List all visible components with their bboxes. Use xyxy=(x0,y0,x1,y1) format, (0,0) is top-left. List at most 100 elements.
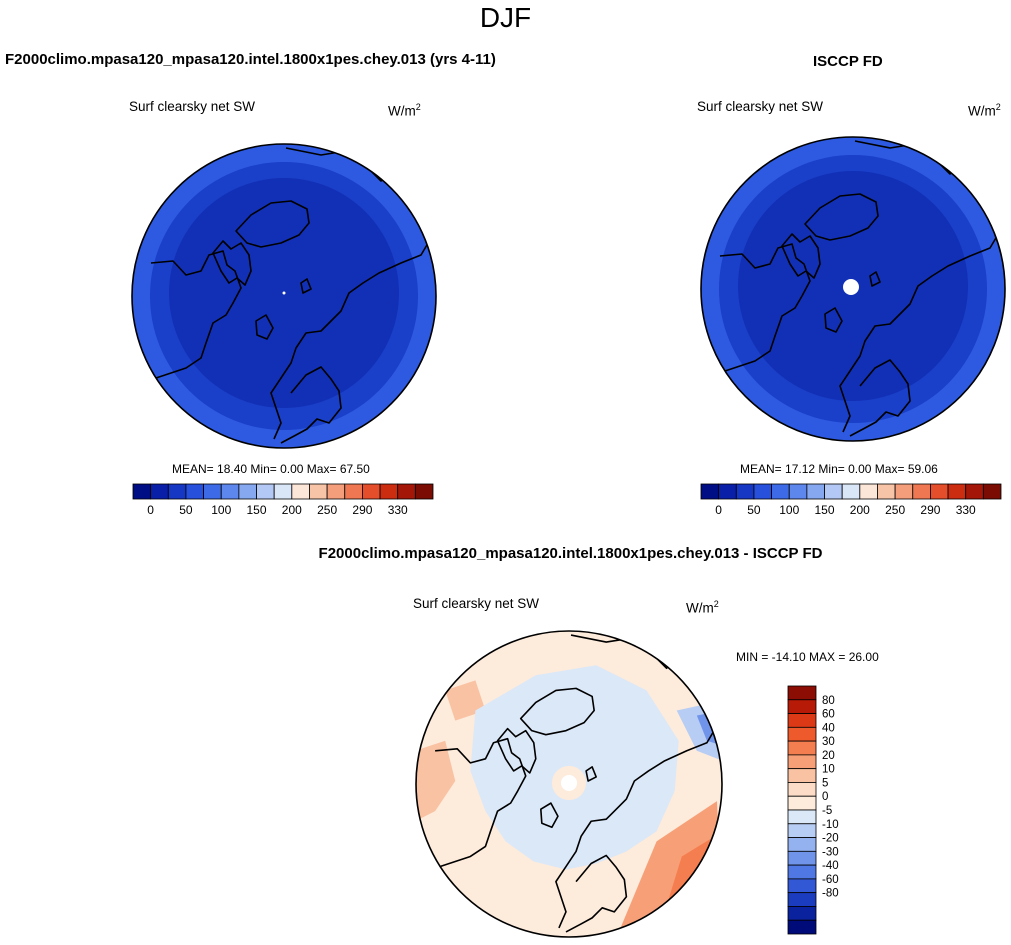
stats-obs: MEAN= 17.12 Min= 0.00 Max= 59.06 xyxy=(740,462,938,476)
colorbar-tick-label: 290 xyxy=(352,503,372,517)
colorbar-swatch xyxy=(806,483,825,500)
colorbar-swatch xyxy=(397,483,416,500)
colorbar-swatch xyxy=(362,483,381,500)
colorbar-swatch xyxy=(859,483,878,500)
variable-label-obs: Surf clearsky net SW xyxy=(697,99,824,114)
max-value: 67.50 xyxy=(339,462,370,476)
colorbar-tick-label: 50 xyxy=(747,503,761,517)
units-exponent: 2 xyxy=(713,599,719,609)
polar-map-diff xyxy=(415,630,723,938)
colorbar-swatch xyxy=(947,483,967,500)
colorbar-swatch xyxy=(787,919,817,935)
colorbar-swatch xyxy=(771,483,790,500)
colorbar-swatch xyxy=(414,483,434,500)
min-label: Min= xyxy=(250,462,277,476)
colorbar-swatch xyxy=(787,837,817,852)
colorbar-tick-label: 150 xyxy=(247,503,267,517)
min-value: 0.00 xyxy=(280,462,304,476)
colorbar-swatch xyxy=(735,483,755,500)
variable-label-diff: Surf clearsky net SW xyxy=(413,596,540,611)
max-value: 59.06 xyxy=(907,462,938,476)
colorbar-tick-label: -30 xyxy=(822,846,839,858)
colorbar-swatch xyxy=(787,726,817,742)
colorbar-obs: 0 50 100 150 200 250 290 330 xyxy=(700,483,1002,517)
pole-point xyxy=(282,291,286,295)
colorbar-swatch xyxy=(787,864,817,880)
panel-title-obs: ISCCP FD xyxy=(813,53,883,70)
colorbar-tick-label: -20 xyxy=(822,833,839,845)
colorbar-swatch xyxy=(787,906,817,921)
colorbar-swatch xyxy=(788,483,808,500)
colorbar-swatch xyxy=(700,483,720,500)
colorbar-tick-label: 100 xyxy=(779,503,799,517)
colorbar-tick-label: 0 xyxy=(715,503,722,517)
mean-label: MEAN= xyxy=(740,462,782,476)
colorbar-swatch xyxy=(787,892,817,907)
units-text: W/m xyxy=(968,103,996,119)
colorbar-swatch xyxy=(150,483,169,500)
colorbar-swatch xyxy=(824,483,843,500)
colorbar-tick-label: -5 xyxy=(822,805,832,817)
colorbar-model: 0 50 100 150 200 250 290 330 xyxy=(132,483,434,517)
colorbar-tick-label: 330 xyxy=(956,503,976,517)
missing-data-pole xyxy=(560,774,578,792)
colorbar-tick-label: 30 xyxy=(822,736,835,748)
colorbar-swatch xyxy=(787,878,817,894)
colorbar-swatch xyxy=(238,483,257,500)
colorbar-tick-label: 40 xyxy=(822,722,835,734)
missing-data-pole xyxy=(843,279,859,295)
colorbar-swatch xyxy=(167,483,187,500)
colorbar-swatch xyxy=(787,782,817,797)
polar-map-obs xyxy=(700,136,1006,442)
min-label: Min= xyxy=(818,462,845,476)
variable-label-model: Surf clearsky net SW xyxy=(129,99,256,114)
panel-title-diff: F2000climo.mpasa120_mpasa120.intel.1800x… xyxy=(318,545,823,562)
colorbar-tick-label: 10 xyxy=(822,764,835,776)
colorbar-swatch xyxy=(912,483,931,500)
colorbar-tick-label: 0 xyxy=(822,791,828,803)
colorbar-swatch xyxy=(273,483,293,500)
units-exponent: 2 xyxy=(415,102,421,112)
max-label: Max= xyxy=(874,462,905,476)
colorbar-swatch xyxy=(982,483,1002,500)
colorbar-swatch xyxy=(787,754,817,770)
units-text: W/m xyxy=(388,103,416,119)
map-boundary xyxy=(131,143,437,449)
colorbar-tick-label: 80 xyxy=(822,695,835,707)
colorbar-tick-label: -40 xyxy=(822,860,839,872)
colorbar-tick-label: 200 xyxy=(850,503,870,517)
colorbar-swatch xyxy=(379,483,399,500)
units-text: W/m xyxy=(686,600,714,616)
colorbar-swatch xyxy=(787,699,817,714)
colorbar-tick-label: 250 xyxy=(885,503,905,517)
stats-model: MEAN= 18.40 Min= 0.00 Max= 67.50 xyxy=(172,462,370,476)
colorbar-swatch xyxy=(132,483,152,500)
colorbar-tick-label: 200 xyxy=(282,503,302,517)
positive-region-west xyxy=(416,740,456,822)
colorbar-swatch xyxy=(965,483,984,500)
colorbar-swatch xyxy=(753,483,772,500)
colorbar-tick-label: 250 xyxy=(317,503,337,517)
units-label-diff: W/m2 xyxy=(686,599,719,616)
colorbar-swatch xyxy=(930,483,949,500)
colorbar-tick-label: 330 xyxy=(388,503,408,517)
mean-value: 18.40 xyxy=(217,462,248,476)
map-boundary xyxy=(700,136,1006,442)
colorbar-swatch xyxy=(787,850,817,866)
colorbar-tick-label: -10 xyxy=(822,819,839,831)
colorbar-swatch xyxy=(344,483,363,500)
colorbar-swatch xyxy=(787,809,817,825)
colorbar-tick-label: -80 xyxy=(822,888,839,900)
units-exponent: 2 xyxy=(995,102,1001,112)
colorbar-tick-label: -60 xyxy=(822,874,839,886)
colorbar-tick-label: 50 xyxy=(179,503,193,517)
colorbar-tick-label: 150 xyxy=(815,503,835,517)
polar-map-model xyxy=(131,143,437,449)
units-label-model: W/m2 xyxy=(388,102,421,119)
positive-region-northwest xyxy=(445,680,486,721)
colorbar-tick-label: 20 xyxy=(822,750,835,762)
colorbar-swatch xyxy=(787,795,817,811)
colorbar-swatch xyxy=(787,685,817,701)
colorbar-swatch xyxy=(877,483,896,500)
